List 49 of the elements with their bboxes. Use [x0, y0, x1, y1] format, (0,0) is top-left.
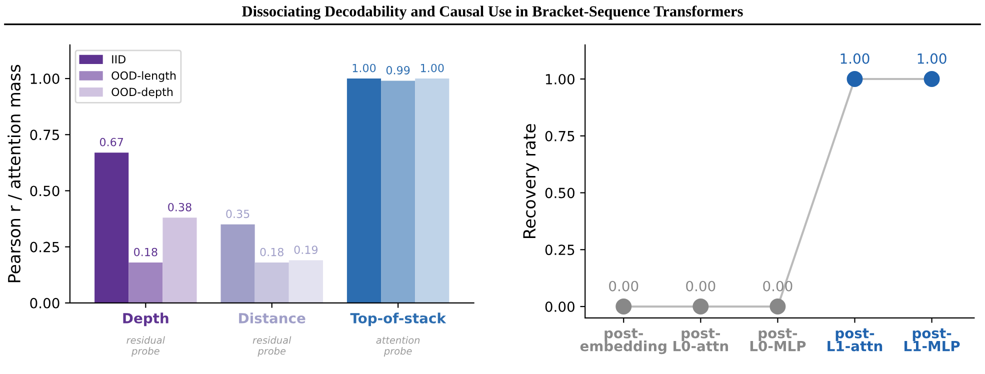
y-tick-label: 0.25: [545, 244, 574, 256]
bar: [415, 78, 450, 303]
x-tick-label: Top-of-stack: [350, 312, 446, 326]
data-label: 0.35: [226, 210, 250, 218]
data-label: 1.00: [352, 64, 376, 72]
y-tick-label: 0.75: [545, 130, 574, 142]
text: residual probe: [126, 336, 165, 357]
y-axis-title: Recovery rate: [523, 124, 539, 238]
data-label: 0.99: [386, 66, 410, 74]
bar: [162, 218, 197, 303]
y-tick-label: 0.50: [545, 188, 574, 198]
bar: [94, 152, 129, 303]
data-label: 0.67: [100, 138, 123, 146]
bar: [220, 224, 255, 303]
y-axis-title: Pearson r / attention mass: [8, 64, 22, 282]
x-tick-label: post- L1-MLP: [904, 328, 960, 352]
data-label: 0.18: [134, 248, 158, 256]
x-tick-label: post- L0-MLP: [750, 328, 806, 352]
data-label: 1.00: [918, 53, 946, 64]
legend-label: OOD-depth: [112, 88, 172, 98]
y-tick-label: 0.25: [30, 242, 59, 252]
y-tick-label: 0.00: [545, 301, 574, 312]
x-tick-label: post- embedding: [580, 328, 666, 354]
bar: [128, 262, 163, 303]
data-label: 1.00: [840, 53, 870, 64]
bar: [254, 262, 289, 303]
y-tick-label: 0.00: [30, 298, 60, 308]
x-tick-label: Depth: [123, 312, 168, 326]
y-tick-label: 0.50: [30, 186, 60, 196]
legend-label: IID: [112, 55, 126, 64]
data-label: 0.00: [686, 280, 716, 292]
bar: [288, 260, 323, 303]
data-label: 0.19: [294, 246, 318, 254]
text: attention probe: [376, 336, 420, 357]
x-tick-label: Distance: [239, 312, 306, 324]
legend-label: OOD-length: [112, 71, 176, 82]
chart-title: Dissociating Decodability and Causal Use in Bracket-Sequence Transformers: [242, 6, 743, 20]
y-tick-label: 0.75: [30, 130, 59, 140]
data-label: 1.00: [420, 64, 444, 72]
text: residual probe: [252, 336, 292, 357]
data-label: 0.38: [168, 202, 192, 212]
data-label: 0.18: [260, 248, 284, 256]
x-tick-label: post- L0-attn: [674, 328, 728, 352]
bar: [346, 78, 382, 303]
y-tick-label: 1.00: [546, 74, 574, 84]
bar: [381, 80, 416, 303]
x-tick-label: post- L1-attn: [828, 328, 882, 352]
y-tick-label: 1.00: [30, 74, 60, 84]
data-label: 0.00: [609, 280, 638, 292]
